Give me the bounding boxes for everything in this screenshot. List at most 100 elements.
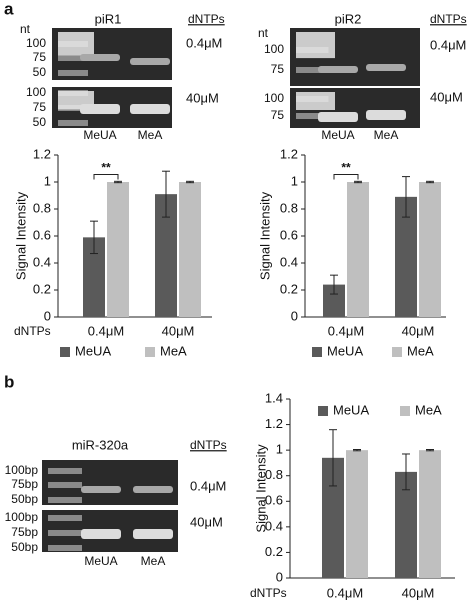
gel-tick-label: 50bp — [11, 540, 38, 554]
sample-band — [133, 529, 173, 539]
lane-label: MeUA — [83, 128, 116, 142]
panel-label: a — [4, 0, 14, 18]
y-tick-label: 0.4 — [265, 518, 283, 533]
gel-tick-label: 75 — [33, 50, 47, 64]
gel-header: dNTPs — [430, 12, 467, 26]
y-tick-label: 0 — [291, 308, 298, 323]
lane-label: MeA — [141, 554, 166, 568]
ladder-band — [58, 55, 88, 61]
y-tick-label: 0.4 — [33, 254, 51, 269]
legend-label: MeA — [407, 343, 434, 358]
x-tick-label: 0.4μM — [327, 585, 363, 600]
significance-bracket — [93, 173, 119, 180]
x-tick-label: 0.4μM — [328, 323, 364, 338]
bar — [323, 284, 345, 317]
ladder-band — [296, 92, 335, 110]
gel-condition: 0.4μM — [430, 37, 466, 52]
y-tick-label: 0 — [44, 308, 51, 323]
y-tick-label: 1.2 — [33, 146, 51, 161]
sample-band — [130, 104, 170, 114]
gel-unit: nt — [258, 26, 269, 40]
sample-band — [130, 58, 170, 65]
gel-tick-label: 100 — [26, 36, 46, 50]
y-axis-title: Signal Intensity — [13, 191, 28, 280]
bar — [83, 237, 105, 317]
gel-tick-label: 75 — [271, 62, 285, 76]
sample-band — [318, 112, 358, 122]
ladder-band — [296, 67, 329, 73]
ladder-band — [48, 482, 82, 488]
ladder-band — [58, 120, 88, 126]
legend-label: MeA — [160, 343, 187, 358]
y-tick-label: 0.2 — [265, 544, 283, 559]
gel-condition: 0.4μM — [190, 478, 226, 493]
gel-unit: nt — [20, 22, 31, 36]
gel-title: miR-320a — [72, 437, 129, 452]
legend-swatch — [400, 406, 410, 416]
y-tick-label: 1.2 — [280, 146, 298, 161]
legend-label: MeA — [415, 402, 442, 417]
gel-tick-label: 50bp — [11, 492, 38, 506]
x-tick-label: 40μM — [162, 323, 195, 338]
bar — [419, 182, 441, 317]
sample-band — [318, 66, 358, 73]
bar — [155, 194, 177, 317]
sample-band — [81, 486, 121, 493]
sample-band — [366, 64, 406, 71]
legend-label: MeUA — [333, 402, 369, 417]
sample-band — [80, 54, 120, 61]
y-axis-title: Signal Intensity — [253, 444, 268, 533]
y-tick-label: 0 — [276, 569, 283, 584]
lane-label: MeA — [138, 128, 163, 142]
y-tick-label: 0.8 — [265, 467, 283, 482]
x-axis-title: dNTPs — [14, 324, 51, 338]
y-tick-label: 0.8 — [280, 200, 298, 215]
gel-tick-label: 75bp — [11, 525, 38, 539]
lane-label: MeUA — [321, 128, 354, 142]
sample-band — [80, 104, 120, 114]
ladder-band — [296, 113, 329, 119]
sample-band — [81, 529, 121, 539]
ladder-band — [58, 32, 94, 56]
gel-tick-label: 100 — [264, 91, 284, 105]
ladder-band — [48, 530, 82, 536]
legend-swatch — [145, 347, 155, 357]
y-tick-label: 1.2 — [265, 416, 283, 431]
gel-tick-label: 50 — [33, 65, 47, 79]
y-tick-label: 1 — [276, 442, 283, 457]
ladder-band — [48, 545, 82, 551]
ladder-band — [48, 497, 82, 503]
significance-label: ** — [101, 161, 111, 175]
y-tick-label: 0.2 — [280, 281, 298, 296]
panel-label: b — [4, 372, 14, 391]
bar — [107, 182, 129, 317]
ladder-band — [48, 515, 82, 521]
gel-condition: 40μM — [186, 90, 219, 105]
legend-swatch — [392, 347, 402, 357]
lane-label: MeUA — [84, 554, 117, 568]
gel-condition: 0.4μM — [186, 35, 222, 50]
bar — [346, 450, 368, 578]
y-tick-label: 0.2 — [33, 281, 51, 296]
gel-tick-label: 100bp — [5, 463, 39, 477]
gel-condition: 40μM — [190, 514, 223, 529]
gel-tick-label: 100 — [26, 85, 46, 99]
x-tick-label: 40μM — [402, 323, 435, 338]
gel-header: dNTPs — [190, 438, 227, 452]
bar — [395, 471, 417, 578]
gel-tick-label: 75bp — [11, 477, 38, 491]
ladder-band — [58, 70, 88, 76]
bar — [419, 450, 441, 578]
ladder-band — [296, 32, 335, 59]
gel-title: piR1 — [95, 11, 122, 26]
gel-tick-label: 100bp — [5, 510, 39, 524]
x-tick-label: 40μM — [402, 585, 435, 600]
y-tick-label: 1 — [44, 173, 51, 188]
legend-label: MeUA — [327, 343, 363, 358]
legend-swatch — [60, 347, 70, 357]
gel-tick-label: 75 — [271, 108, 285, 122]
legend-swatch — [312, 347, 322, 357]
x-tick-label: 0.4μM — [88, 323, 124, 338]
gel-tick-label: 100 — [264, 42, 284, 56]
